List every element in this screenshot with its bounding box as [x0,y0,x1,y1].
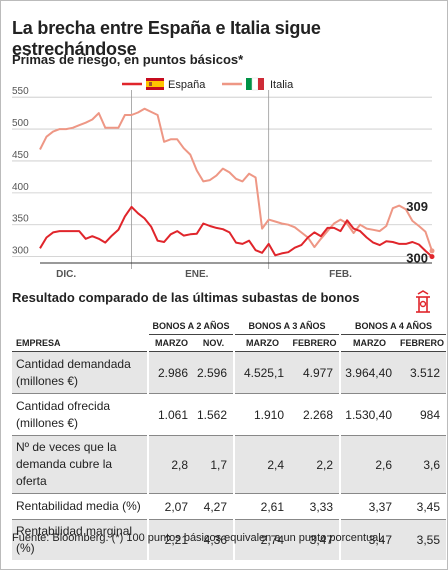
table-cell: 1.562 [194,393,234,436]
y-tick-label: 400 [12,182,29,193]
chart-title: La brecha entre España e Italia sigue es… [12,18,321,59]
publication-crest-icon [416,290,430,313]
end-value-labels: 309 300 [406,199,435,266]
table-cell: 2,8 [147,435,194,494]
col-header: MARZO [147,334,194,352]
group-header-4y: BONOS A 4 AÑOS [339,318,446,335]
table-section-title: Resultado comparado de las últimas subas… [12,290,360,305]
table-cell: 3.512 [398,351,446,394]
legend-entry-espana: España [122,78,206,91]
group-header-3y: BONOS A 3 AÑOS [233,318,340,335]
col-header: NOV. [194,334,234,352]
x-month-label: FEB. [329,269,352,280]
chart-legend: España Italia [122,77,294,91]
col-header: FEBRERO [398,334,446,352]
table-cell: 3,33 [290,493,340,520]
series-line-espana [39,205,433,258]
spain-flag-icon [146,78,164,90]
table-cell: 3,6 [398,435,446,494]
end-point-marker [429,254,435,260]
footer-source-note: Fuente: Bloomberg. (*) 100 puntos básico… [12,532,384,544]
table-cell: 4.977 [290,351,340,394]
table-cell: 1.530,40 [339,393,398,436]
row-label: Rentabilidad marginal (%) [12,519,148,560]
table-cell: 2,2 [290,435,340,494]
table-cell: 2.596 [194,351,234,394]
row-label: Nº de veces que la demanda cubre la ofer… [12,435,148,494]
italy-flag-icon [246,77,264,91]
x-month-label: DIC. [56,269,76,280]
table-cell: 2.986 [147,351,194,394]
table-cell: 3,55 [398,519,446,560]
table-cell: 3,47 [339,519,398,560]
table-cell: 3,47 [290,519,340,560]
legend-label-espana: España [168,79,206,91]
table-cell: 1.061 [147,393,194,436]
month-dividers [131,90,270,269]
table-cell: 984 [398,393,446,436]
col-header: FEBRERO [290,334,340,352]
table-row: Rentabilidad marginal (%) 2,21 4,36 2,74… [12,519,446,560]
table-cell: 4.525,1 [233,351,290,394]
chart-subtitle: Primas de riesgo, en puntos básicos* [12,52,244,67]
table-cell: 3.964,40 [339,351,398,394]
table-cell: 2,4 [233,435,290,494]
table-cell: 3,37 [339,493,398,520]
series-lines [39,107,433,258]
group-header-2y: BONOS A 2 AÑOS [147,318,234,335]
table-cell: 4,36 [194,519,234,560]
table-cell: 1,7 [194,435,234,494]
table-cell: 2.268 [290,393,340,436]
y-tick-label: 450 [12,150,29,161]
series-line-italia [39,107,433,252]
legend-entry-italia: Italia [222,77,294,91]
table-cell: 1.910 [233,393,290,436]
table-group-header-row: BONOS A 2 AÑOS BONOS A 3 AÑOS BONOS A 4 … [12,318,446,335]
table-row: Cantidad ofrecida (millones €) 1.061 1.5… [12,393,446,436]
row-label: Rentabilidad media (%) [12,493,148,520]
chart-grid [12,96,432,258]
row-label: Cantidad demandada (millones €) [12,351,148,394]
col-header: MARZO [233,334,290,352]
y-tick-label: 500 [12,118,29,129]
table-cell: 2,6 [339,435,398,494]
table-cell: 2,07 [147,493,194,520]
y-tick-label: 350 [12,214,29,225]
table-cell: 4,27 [194,493,234,520]
end-label-italia: 309 [406,199,428,214]
x-month-label: ENE. [185,269,209,280]
table-sub-header-row: EMPRESA MARZO NOV. MARZO FEBRERO MARZO F… [12,334,446,352]
col-header: MARZO [339,334,398,352]
y-tick-label: 550 [12,86,29,97]
y-axis-ticks: 300 350 400 450 500 550 [12,86,29,256]
row-header-empresa: EMPRESA [12,334,148,352]
table-row: Nº de veces que la demanda cubre la ofer… [12,435,446,494]
table-cell: 3,45 [398,493,446,520]
table-row: Rentabilidad media (%) 2,07 4,27 2,61 3,… [12,493,446,520]
bond-auction-table: BONOS A 2 AÑOS BONOS A 3 AÑOS BONOS A 4 … [12,318,446,560]
end-label-espana: 300 [406,251,428,266]
table-row: Cantidad demandada (millones €) 2.986 2.… [12,351,446,394]
table-cell: 2,21 [147,519,194,560]
legend-label-italia: Italia [270,79,294,91]
y-tick-label: 300 [12,246,29,257]
line-chart: 300 350 400 450 500 550 DIC. ENE. FEB. 309 300 E… [12,77,435,280]
table-cell: 2,74 [233,519,290,560]
row-label: Cantidad ofrecida (millones €) [12,393,148,436]
end-point-marker [429,248,435,254]
x-axis-month-labels: DIC. ENE. FEB. [56,269,352,280]
table-cell: 2,61 [233,493,290,520]
